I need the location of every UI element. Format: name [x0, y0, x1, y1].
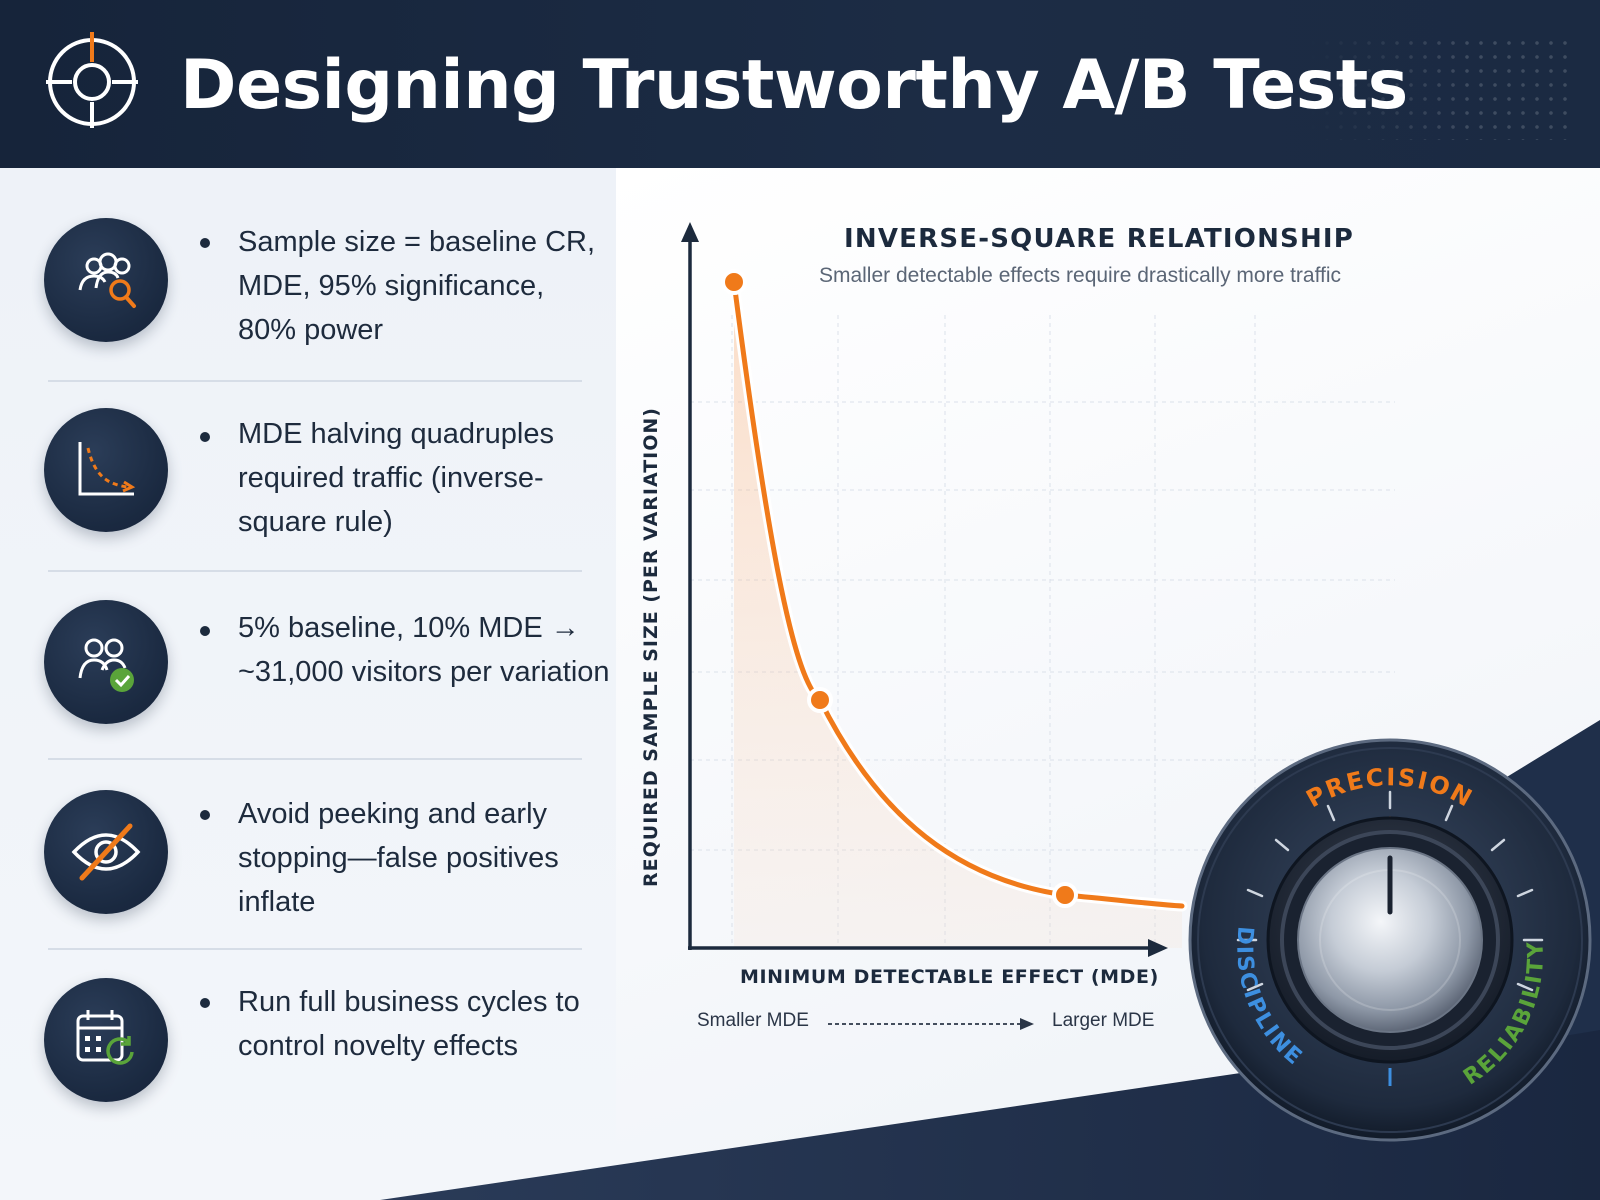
curve-area-fill	[734, 282, 1182, 948]
list-item-text: 5% baseline, 10% MDE → ~31,000 visitors …	[238, 612, 610, 688]
divider	[48, 758, 582, 760]
smaller-mde-label: Smaller MDE	[697, 1010, 809, 1031]
list-item-text: Sample size = baseline CR, MDE, 95% sign…	[238, 226, 596, 346]
y-axis-label: REQUIRED SAMPLE SIZE (PER VARIATION)	[640, 407, 662, 887]
chart-axes	[681, 222, 1168, 957]
bullet-dot	[200, 626, 210, 636]
curve-point-mid-mde	[807, 687, 833, 713]
x-axis-label: MINIMUM DETECTABLE EFFECT (MDE)	[740, 966, 1159, 988]
list-item: Run full business cycles to control nove…	[44, 978, 584, 1164]
eye-crossed-icon	[44, 790, 168, 914]
people-search-icon	[44, 218, 168, 342]
calendar-refresh-icon	[44, 978, 168, 1102]
precision-dial: PRECISION DISCIPLINE RELIABILITY	[1188, 738, 1592, 1142]
list-item-text: Run full business cycles to control nove…	[238, 986, 580, 1062]
list-item-text: MDE halving quadruples required traffic …	[238, 418, 554, 538]
divider	[48, 570, 582, 572]
page-title: Designing Trustworthy A/B Tests	[180, 46, 1408, 125]
divider	[48, 380, 582, 382]
dial-tick-marks	[1236, 790, 1544, 992]
mde-direction-arrow	[828, 1018, 1034, 1030]
curve-point-large-mde	[1052, 882, 1078, 908]
chart-title: INVERSE-SQUARE RELATIONSHIP	[844, 224, 1355, 254]
bullet-dot	[200, 432, 210, 442]
list-item: Sample size = baseline CR, MDE, 95% sign…	[44, 218, 595, 404]
header-banner: Designing Trustworthy A/B Tests	[0, 0, 1600, 168]
divider	[48, 948, 582, 950]
bullet-dot	[200, 810, 210, 820]
crosshair-target-icon	[46, 32, 138, 128]
sample-size-curve	[731, 279, 1185, 909]
header-dot-pattern	[1306, 36, 1576, 140]
bullet-dot	[200, 238, 210, 248]
list-item: MDE halving quadruples required traffic …	[44, 408, 584, 594]
chart-subtitle: Smaller detectable effects require drast…	[818, 264, 1342, 287]
curve-down-chart-icon	[44, 408, 168, 532]
larger-mde-label: Larger MDE	[1052, 1010, 1155, 1031]
curve-point-small-mde	[721, 269, 747, 295]
curve-marker-points	[721, 269, 1078, 908]
bullet-dot	[200, 998, 210, 1008]
inverse-square-chart	[681, 222, 1395, 1030]
chart-grid	[690, 315, 1395, 948]
people-check-icon	[44, 600, 168, 724]
list-item-text: Avoid peeking and early stopping—false p…	[238, 798, 559, 918]
list-item: 5% baseline, 10% MDE → ~31,000 visitors …	[44, 600, 610, 786]
list-item: Avoid peeking and early stopping—false p…	[44, 790, 584, 976]
